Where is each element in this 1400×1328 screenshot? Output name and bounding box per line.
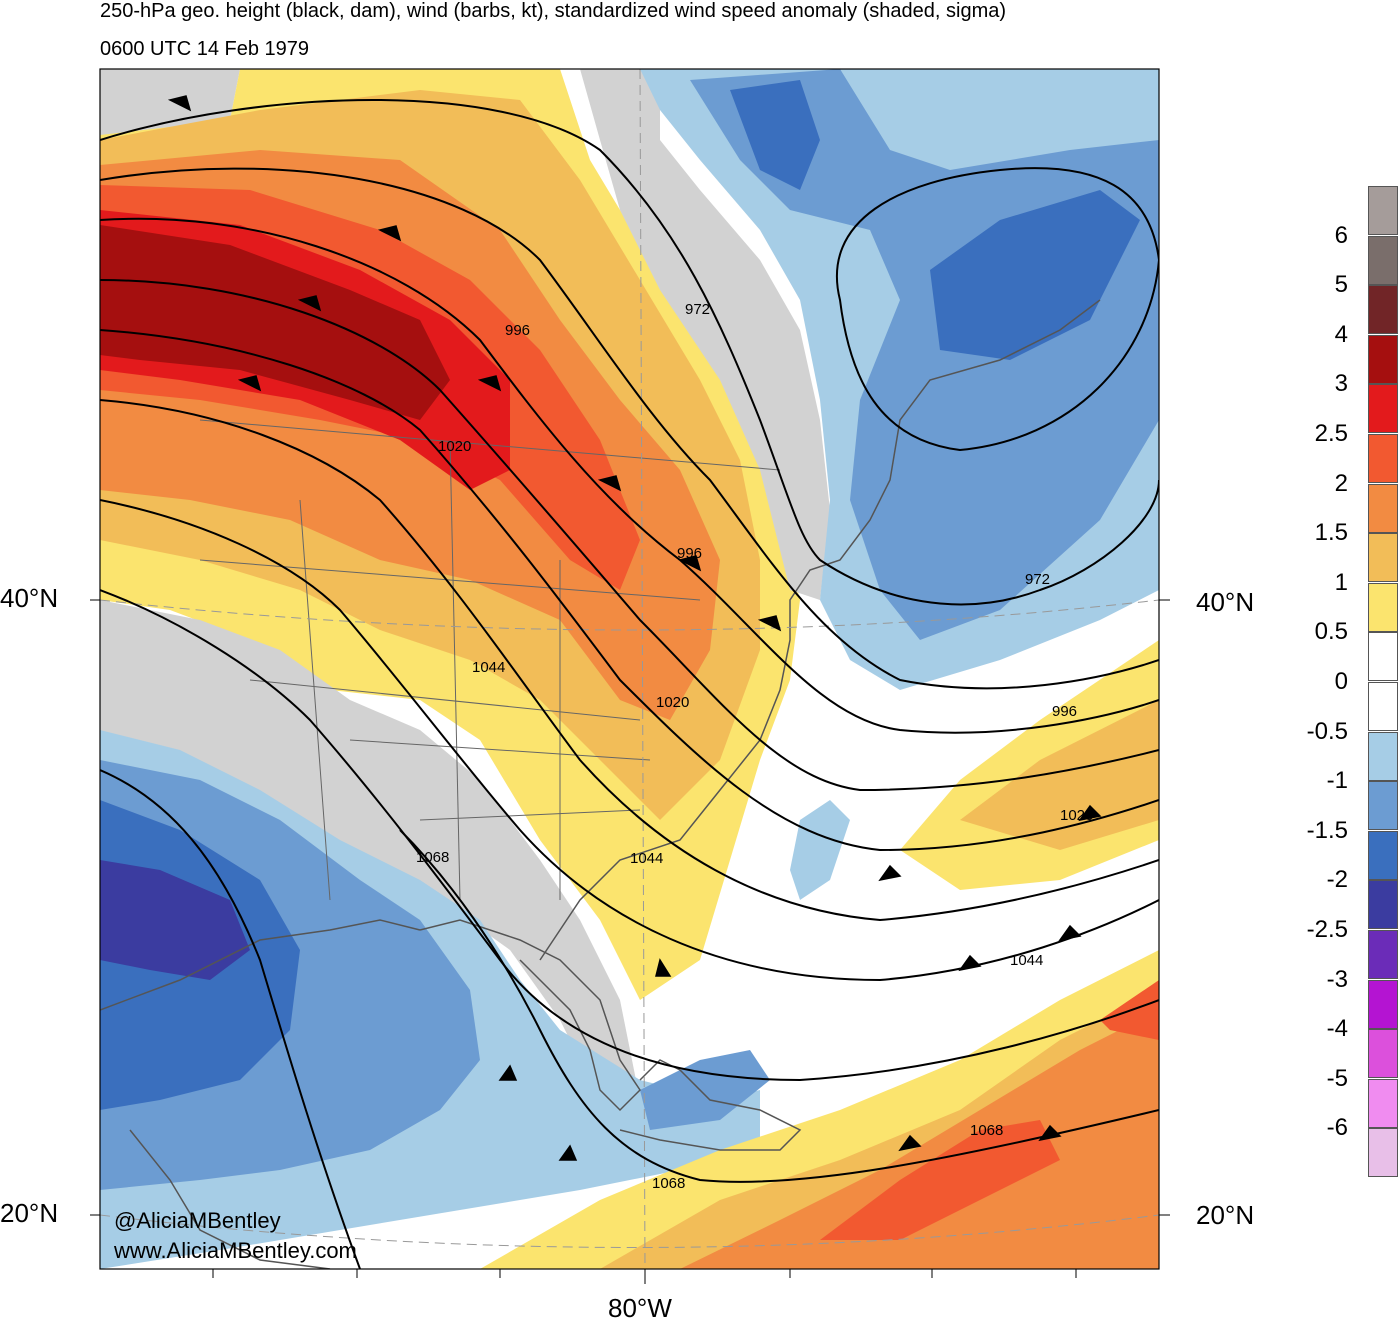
- map-title: 250-hPa geo. height (black, dam), wind (…: [100, 0, 1007, 22]
- legend-swatch: [1368, 1029, 1398, 1079]
- contour-b: [100, 399, 1159, 922]
- legend-label: -5: [1326, 1064, 1348, 1092]
- shade-gray-se: [100, 600, 640, 1100]
- contour-1020-n: [100, 217, 1159, 734]
- shade-gray-east: [580, 69, 830, 600]
- legend-label: 3: [1334, 370, 1348, 398]
- contour-1044-n: [100, 279, 1159, 792]
- contour-972-n: [100, 99, 1159, 606]
- graticule: [100, 69, 1159, 1269]
- legend-label: 2: [1334, 469, 1348, 497]
- lat-label-left-40: 40°N: [0, 583, 59, 613]
- legend-swatch: [1368, 731, 1398, 781]
- shade-midblue-ne2: [930, 190, 1140, 360]
- contour-a: [100, 329, 1159, 852]
- height-contours: [100, 99, 1159, 1269]
- shade-darkred-4: [100, 225, 450, 420]
- contour-1068-b: [399, 829, 1159, 1183]
- legend-label: 2.5: [1314, 420, 1348, 447]
- legend-label: 1.5: [1314, 519, 1348, 547]
- legend-swatch: [1368, 334, 1398, 384]
- legend-swatch: [1368, 632, 1398, 682]
- legend-swatch: [1368, 434, 1398, 483]
- legend-swatch: [1368, 880, 1398, 930]
- legend-label: -0.5: [1306, 717, 1348, 745]
- contour-label: 1044: [630, 850, 663, 867]
- legend-swatch: [1368, 235, 1398, 285]
- axis-ticks: [90, 599, 1170, 1284]
- legend-swatch: [1368, 533, 1398, 583]
- legend-label: -1.5: [1306, 816, 1348, 844]
- lon-label-80w: 80°W: [608, 1293, 672, 1323]
- legend-label: -2.5: [1306, 916, 1348, 943]
- contour-label: 996: [1052, 703, 1077, 720]
- legend-swatch: [1368, 979, 1398, 1029]
- shade-midblue-ne1: [730, 80, 820, 190]
- legend-swatch: [1368, 1128, 1398, 1178]
- lat-label-left-20: 20°N: [0, 1198, 59, 1228]
- legend-swatch: [1368, 781, 1398, 831]
- contour-label: 972: [1025, 571, 1050, 588]
- legend-label: 5: [1334, 271, 1348, 299]
- contour-label: 1068: [970, 1122, 1003, 1139]
- legend-swatch: [1368, 186, 1398, 235]
- legend-label: -1: [1326, 767, 1348, 795]
- wind-barbs: [167, 95, 1102, 1161]
- contour-label: 1020: [438, 438, 471, 455]
- legend-swatch: [1368, 1078, 1398, 1128]
- contour-label: 1020: [656, 694, 689, 711]
- legend-label: 6: [1334, 221, 1348, 249]
- map-frame: [99, 68, 1160, 1270]
- lat-label-right-40: 40°N: [1196, 587, 1255, 617]
- legend-label: 0.5: [1314, 618, 1348, 646]
- contour-label: 1044: [472, 659, 505, 676]
- legend-label: 4: [1334, 320, 1348, 348]
- credit-website: www.AliciaMBentley.com: [114, 1238, 357, 1263]
- legend-label: -6: [1326, 1114, 1348, 1142]
- contour-label: 972: [685, 301, 710, 318]
- legend-swatch: [1368, 483, 1398, 533]
- credit-handle: @AliciaMBentley: [114, 1208, 281, 1233]
- shade-indigo-s: [100, 860, 250, 980]
- legend-swatch: [1368, 285, 1398, 335]
- legend-swatch: [1368, 830, 1398, 880]
- coastlines: [100, 299, 1101, 1269]
- contour-label-group: 972 996 1020 996 1044 1020 1068 1044 972…: [416, 301, 1093, 1192]
- contour-label: 1044: [1010, 952, 1043, 969]
- legend-label: 0: [1334, 668, 1348, 695]
- shade-orange15-e: [960, 700, 1159, 850]
- legend-swatch: [1368, 682, 1398, 731]
- legend-swatch: [1368, 930, 1398, 979]
- map-field: [100, 69, 1159, 1269]
- contour-label: 996: [677, 545, 702, 562]
- contour-label: 1020: [1060, 807, 1093, 824]
- map-valid-time: 0600 UTC 14 Feb 1979: [100, 38, 310, 60]
- legend-label: -2: [1326, 866, 1348, 894]
- shade-orange2-se: [680, 1010, 1159, 1269]
- legend-label: 1: [1334, 568, 1348, 596]
- legend-label: -4: [1326, 1015, 1348, 1043]
- contour-label: 1068: [416, 849, 449, 866]
- legend-label: -3: [1326, 965, 1348, 993]
- shade-orange25-se: [820, 1120, 1060, 1240]
- legend-swatch: [1368, 582, 1398, 632]
- shade-lightblue-atl: [790, 800, 850, 900]
- contour-c: [100, 499, 1159, 982]
- contour-label: 1068: [652, 1175, 685, 1192]
- contour-996-n: [100, 167, 1159, 690]
- lat-label-right-20: 20°N: [1196, 1200, 1255, 1230]
- contour-1068: [100, 769, 361, 1269]
- shade-blue-bahamas: [640, 1050, 770, 1130]
- contour-d: [100, 589, 1159, 1082]
- contour-label: 996: [505, 322, 530, 339]
- legend-swatch: [1368, 384, 1398, 434]
